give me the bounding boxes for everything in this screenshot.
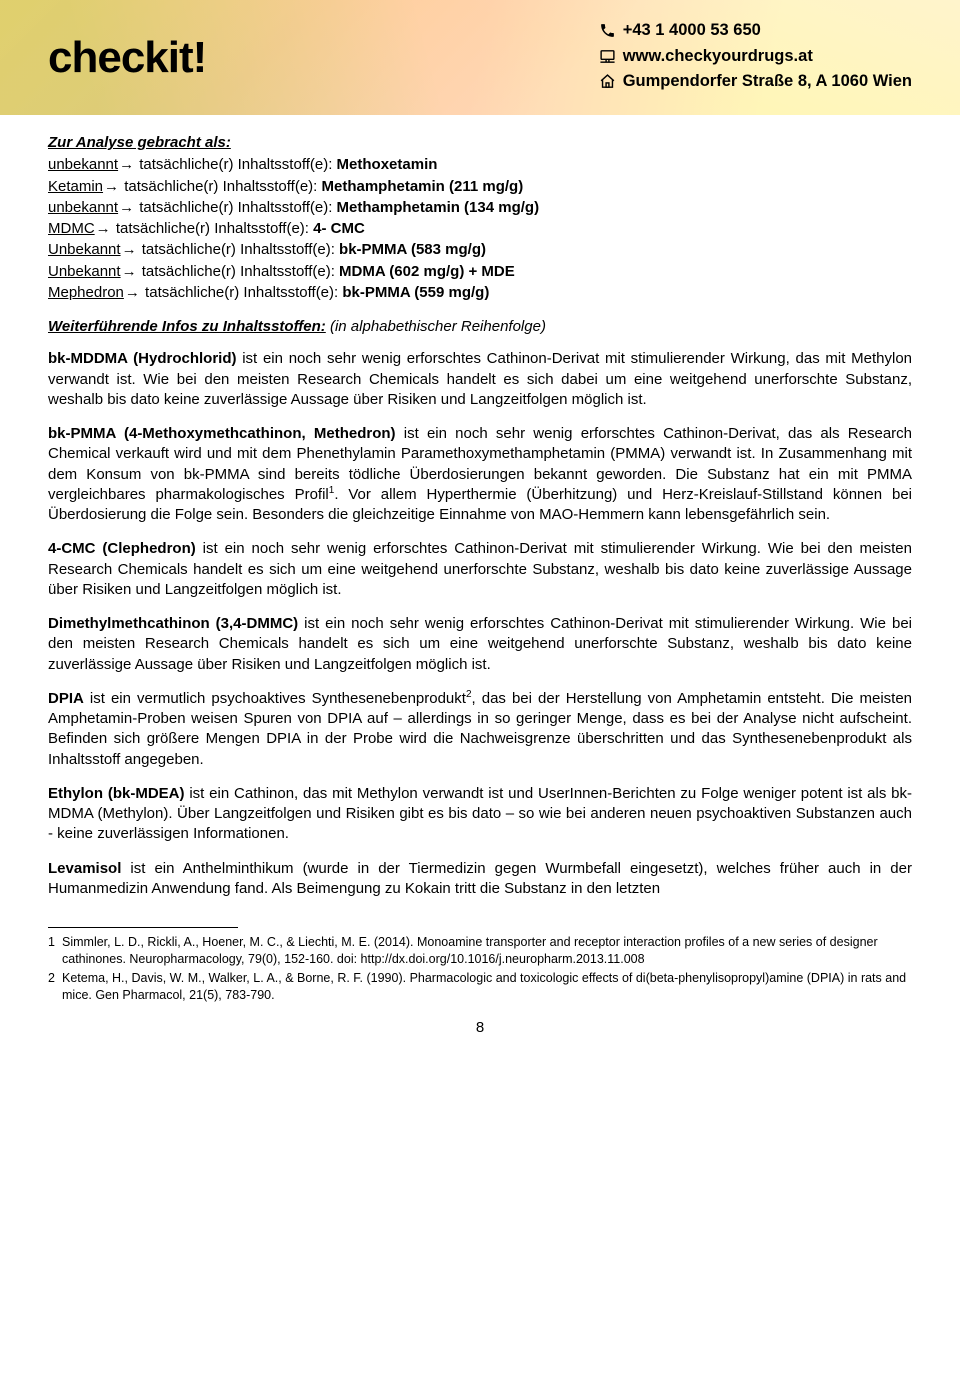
footnote: 2 Ketema, H., Davis, W. M., Walker, L. A…	[48, 970, 912, 1004]
found: 4- CMC	[313, 220, 365, 237]
arrow-icon: →	[124, 284, 141, 301]
row-text: tatsächliche(r) Inhaltsstoff(e):	[138, 241, 339, 258]
para-body: ist ein Anthelminthikum (wurde in der Ti…	[48, 860, 912, 897]
infos-lead: Weiterführende Infos zu Inhaltsstoffen:	[48, 318, 326, 335]
para-lead: Levamisol	[48, 860, 121, 877]
found: Methamphetamin (211 mg/g)	[322, 178, 524, 195]
row-text: tatsächliche(r) Inhaltsstoff(e):	[138, 263, 339, 280]
infos-heading: Weiterführende Infos zu Inhaltsstoffen: …	[48, 317, 912, 337]
arrow-icon: →	[121, 263, 138, 280]
website-text: www.checkyourdrugs.at	[623, 44, 813, 70]
para-body: ist ein vermutlich psychoaktives Synthes…	[84, 690, 466, 707]
found: bk-PMMA (559 mg/g)	[342, 284, 489, 301]
found: Methoxetamin	[337, 156, 438, 173]
contact-block: +43 1 4000 53 650 www.checkyourdrugs.at …	[599, 18, 912, 95]
page-header: checkit! +43 1 4000 53 650 www.checkyour…	[0, 0, 960, 115]
house-icon	[599, 73, 616, 90]
analysis-row: Mephedron→ tatsächliche(r) Inhaltsstoff(…	[48, 283, 912, 303]
submitted: unbekannt	[48, 156, 118, 173]
found: bk-PMMA (583 mg/g)	[339, 241, 486, 258]
substance-paragraph: Ethylon (bk-MDEA) ist ein Cathinon, das …	[48, 784, 912, 845]
submitted: MDMC	[48, 220, 95, 237]
submitted: Ketamin	[48, 178, 103, 195]
para-lead: DPIA	[48, 690, 84, 707]
footnote-num: 1	[48, 934, 58, 968]
row-text: tatsächliche(r) Inhaltsstoff(e):	[135, 199, 336, 216]
infos-paren: (in alphabethischer Reihenfolge)	[326, 318, 546, 335]
submitted: Mephedron	[48, 284, 124, 301]
submitted: Unbekannt	[48, 263, 121, 280]
document-page: checkit! +43 1 4000 53 650 www.checkyour…	[0, 0, 960, 1068]
para-lead: Dimethylmethcathinon (3,4-DMMC)	[48, 615, 298, 632]
para-lead: bk-MDDMA (Hydrochlorid)	[48, 350, 237, 367]
found: Methamphetamin (134 mg/g)	[337, 199, 540, 216]
substance-paragraph: 4-CMC (Clephedron) ist ein noch sehr wen…	[48, 539, 912, 600]
para-lead: 4-CMC (Clephedron)	[48, 540, 196, 557]
footnote-num: 2	[48, 970, 58, 1004]
substance-paragraph: DPIA ist ein vermutlich psychoaktives Sy…	[48, 689, 912, 770]
submitted: Unbekannt	[48, 241, 121, 258]
logo: checkit!	[48, 28, 206, 87]
substance-paragraph: bk-PMMA (4-Methoxymethcathinon, Methedro…	[48, 424, 912, 525]
row-text: tatsächliche(r) Inhaltsstoff(e):	[112, 220, 313, 237]
substance-paragraph: bk-MDDMA (Hydrochlorid) ist ein noch seh…	[48, 349, 912, 410]
page-number: 8	[48, 1018, 912, 1038]
analysis-row: Ketamin→ tatsächliche(r) Inhaltsstoff(e)…	[48, 177, 912, 197]
analysis-title: Zur Analyse gebracht als:	[48, 133, 912, 153]
arrow-icon: →	[118, 199, 135, 216]
footnote-text: Ketema, H., Davis, W. M., Walker, L. A.,…	[62, 970, 912, 1004]
arrow-icon: →	[103, 178, 120, 195]
address-text: Gumpendorfer Straße 8, A 1060 Wien	[623, 69, 912, 95]
computer-icon	[599, 48, 616, 65]
analysis-row: Unbekannt→ tatsächliche(r) Inhaltsstoff(…	[48, 262, 912, 282]
contact-phone: +43 1 4000 53 650	[599, 18, 912, 44]
analysis-row: MDMC→ tatsächliche(r) Inhaltsstoff(e): 4…	[48, 219, 912, 239]
arrow-icon: →	[95, 220, 112, 237]
row-text: tatsächliche(r) Inhaltsstoff(e):	[120, 178, 321, 195]
phone-text: +43 1 4000 53 650	[623, 18, 761, 44]
substance-paragraph: Dimethylmethcathinon (3,4-DMMC) ist ein …	[48, 614, 912, 675]
analysis-row: unbekannt→ tatsächliche(r) Inhaltsstoff(…	[48, 198, 912, 218]
para-lead: Ethylon (bk-MDEA)	[48, 785, 185, 802]
analysis-row: unbekannt→ tatsächliche(r) Inhaltsstoff(…	[48, 155, 912, 175]
analysis-row: Unbekannt→ tatsächliche(r) Inhaltsstoff(…	[48, 240, 912, 260]
footnote: 1 Simmler, L. D., Rickli, A., Hoener, M.…	[48, 934, 912, 968]
para-lead: bk-PMMA (4-Methoxymethcathinon, Methedro…	[48, 425, 396, 442]
arrow-icon: →	[121, 241, 138, 258]
footnotes: 1 Simmler, L. D., Rickli, A., Hoener, M.…	[48, 927, 912, 1004]
row-text: tatsächliche(r) Inhaltsstoff(e):	[141, 284, 342, 301]
substance-paragraph: Levamisol ist ein Anthelminthikum (wurde…	[48, 859, 912, 900]
contact-website: www.checkyourdrugs.at	[599, 44, 912, 70]
submitted: unbekannt	[48, 199, 118, 216]
row-text: tatsächliche(r) Inhaltsstoff(e):	[135, 156, 336, 173]
contact-address: Gumpendorfer Straße 8, A 1060 Wien	[599, 69, 912, 95]
found: MDMA (602 mg/g) + MDE	[339, 263, 515, 280]
analysis-section: Zur Analyse gebracht als: unbekannt→ tat…	[48, 133, 912, 303]
arrow-icon: →	[118, 156, 135, 173]
footnote-separator	[48, 927, 238, 928]
footnote-text: Simmler, L. D., Rickli, A., Hoener, M. C…	[62, 934, 912, 968]
phone-icon	[599, 22, 616, 39]
